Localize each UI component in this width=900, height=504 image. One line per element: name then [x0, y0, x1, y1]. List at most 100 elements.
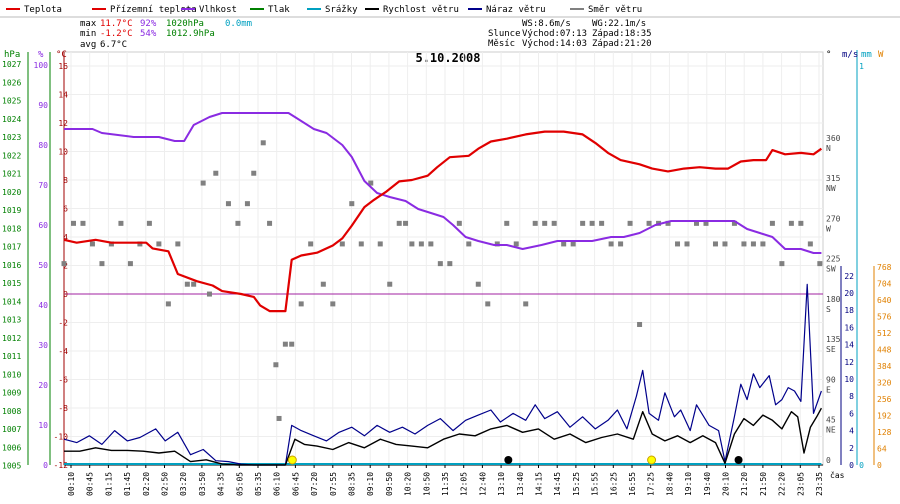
w-tick: 512 [877, 329, 892, 338]
min-temp: -1.2°C [100, 29, 133, 39]
legend-label: Rychlost větru [383, 5, 459, 15]
dir-deg-tick: 0 [826, 456, 831, 465]
ms-tick: 12 [844, 358, 854, 367]
time-tick: 17:25 [647, 472, 656, 496]
time-tick: 05:05 [235, 472, 244, 496]
hpa-tick: 1026 [2, 78, 21, 87]
humidity-line [64, 112, 822, 254]
max-label: max [80, 19, 97, 29]
ms-tick: 22 [844, 272, 854, 281]
temp-tick: 6 [63, 205, 68, 214]
hpa-tick: 1005 [2, 462, 21, 471]
ms-tick: 20 [844, 289, 854, 298]
hpa-tick: 1006 [2, 443, 21, 452]
hpa-tick: 1010 [2, 370, 21, 379]
time-tick: 09:50 [385, 472, 394, 496]
hpa-tick: 1019 [2, 206, 21, 215]
hpa-tick: 1021 [2, 170, 21, 179]
deg-unit: ° [826, 50, 831, 60]
wind-direction-point [675, 241, 681, 247]
hpa-tick: 1015 [2, 279, 21, 288]
wind-direction-point [244, 201, 250, 207]
hpa-tick: 1027 [2, 60, 21, 69]
w-tick: 576 [877, 313, 892, 322]
wind-direction-point [599, 220, 605, 226]
wind-direction-point [377, 241, 383, 247]
pct-tick: 70 [38, 181, 48, 190]
w-tick: 320 [877, 379, 892, 388]
wind-direction-point [358, 241, 364, 247]
wind-direction-point [731, 220, 737, 226]
max-rain: 0.0mm [225, 19, 252, 29]
time-tick: 07:55 [329, 472, 338, 496]
min-label: min [80, 29, 96, 39]
hpa-tick: 1018 [2, 224, 21, 233]
wind-direction-point [646, 220, 652, 226]
wind-direction-point [273, 362, 279, 368]
wind-direction-point [403, 220, 409, 226]
wind-direction-point [418, 241, 424, 247]
dir-deg-tick: 180 [826, 295, 841, 304]
astro-markers [287, 455, 743, 465]
wind-direction-point [561, 241, 567, 247]
wind-direction-point [456, 220, 462, 226]
temp-tick: -6 [58, 376, 68, 385]
dir-name-tick: NW [826, 184, 836, 193]
w-tick: 0 [877, 461, 882, 470]
grid [63, 51, 824, 466]
wind-direction-point [89, 241, 95, 247]
wind-speed-line [64, 407, 823, 466]
temp-tick: 14 [58, 91, 68, 100]
wind-direction-point [99, 261, 105, 267]
temp-tick: -10 [54, 433, 69, 442]
time-tick: 22:20 [778, 472, 787, 496]
pct-tick: 20 [38, 381, 48, 390]
ms-tick: 2 [849, 444, 854, 453]
pct-tick: 60 [38, 221, 48, 230]
legend-label: Náraz větru [486, 5, 546, 15]
wind-direction-point [108, 241, 114, 247]
temperature-line [63, 130, 823, 313]
temp-tick: 12 [58, 119, 68, 128]
time-tick: 10:50 [422, 472, 431, 496]
dir-name-tick: SE [826, 345, 836, 354]
hpa-unit: hPa [4, 50, 20, 60]
pct-tick: 50 [38, 261, 48, 270]
wind-direction-point [260, 140, 266, 146]
wind-direction-point [437, 261, 443, 267]
time-tick: 06:45 [291, 472, 300, 496]
wind-direction-point [504, 220, 510, 226]
wind-direction-point [146, 220, 152, 226]
wind-direction-point [485, 301, 491, 307]
wind-direction-point [523, 301, 529, 307]
wind-direction-point [61, 261, 67, 267]
wind-direction-point [684, 241, 690, 247]
time-tick: 14:15 [535, 472, 544, 496]
axes: hPa% °C ° m/s mm W102710261025102410231022102… [2, 50, 892, 496]
wind-direction-point [368, 180, 374, 186]
time-tick: 16:55 [628, 472, 637, 496]
temp-tick: -2 [58, 319, 68, 328]
wind-direction-point [339, 241, 345, 247]
wind-direction-point [80, 220, 86, 226]
wind-direction-point [251, 170, 257, 176]
wind-direction-point [156, 241, 162, 247]
wind-direction-point [580, 220, 586, 226]
time-tick: 14:45 [553, 472, 562, 496]
wind-direction-point [308, 241, 314, 247]
time-tick: 05:35 [254, 472, 263, 496]
wind-direction-point [165, 301, 171, 307]
wind-direction-point [267, 220, 273, 226]
wind-direction-point [750, 241, 756, 247]
chart-title: 5.10.2008 [415, 51, 480, 65]
time-tick: 06:10 [273, 472, 282, 496]
time-tick: 23:05 [796, 472, 805, 496]
avg-label: avg [80, 40, 96, 50]
wind-direction-point [466, 241, 472, 247]
time-tick: 04:35 [217, 472, 226, 496]
wind-direction-point [206, 291, 212, 297]
wind-direction-point [447, 261, 453, 267]
wind-direction-point [191, 281, 197, 287]
series-group [61, 112, 823, 466]
